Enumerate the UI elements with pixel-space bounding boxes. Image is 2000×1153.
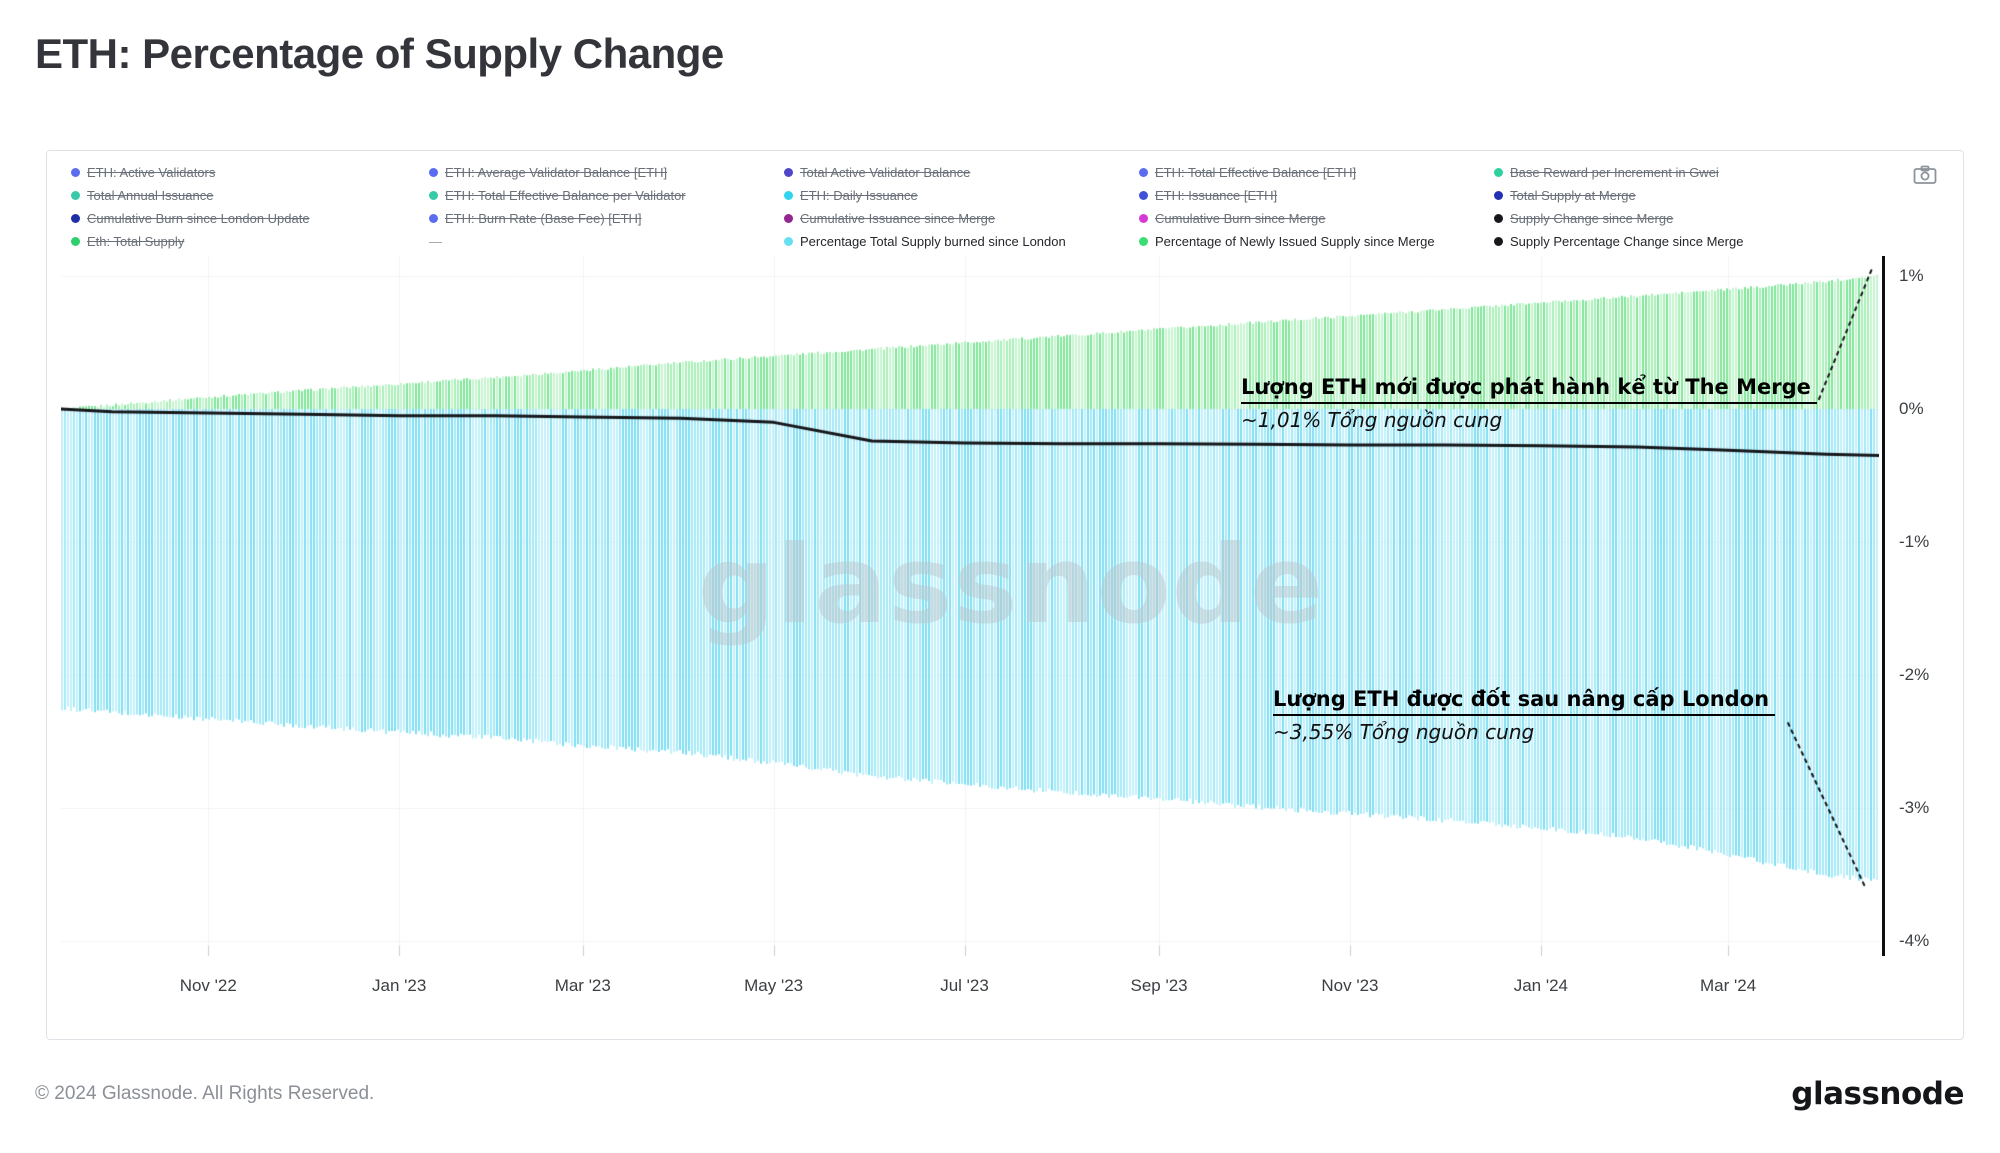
chart-canvas[interactable] [61, 256, 1879, 956]
legend-dot-icon [429, 168, 438, 177]
legend-column: ETH: Total Effective Balance [ETH] ETH: I… [1139, 161, 1494, 253]
y-axis-line [1882, 256, 1885, 956]
copyright-text: © 2024 Glassnode. All Rights Reserved. [35, 1083, 375, 1104]
y-tick-label: 0% [1899, 399, 1924, 419]
legend-dot-icon [784, 237, 793, 246]
legend-item[interactable]: Cumulative Issuance since Merge [784, 207, 1139, 230]
legend-dot-icon [1139, 168, 1148, 177]
legend-item-label: Supply Change since Merge [1510, 211, 1674, 226]
x-tick-label: Jan '24 [1513, 976, 1568, 995]
legend-item[interactable]: Cumulative Burn since Merge [1139, 207, 1494, 230]
y-tick-label: 1% [1899, 265, 1924, 285]
legend-item[interactable]: Total Active Validator Balance [784, 161, 1139, 184]
legend-item-label: Eth: Total Supply [87, 234, 185, 249]
legend-item-label: Cumulative Burn since Merge [1155, 211, 1326, 226]
legend-item[interactable]: ETH: Total Effective Balance [ETH] [1139, 161, 1494, 184]
legend-item[interactable]: Base Reward per Increment in Gwei [1494, 161, 1849, 184]
legend-item-label: Supply Percentage Change since Merge [1510, 234, 1744, 249]
annotation-title: Lượng ETH mới được phát hành kể từ The M… [1241, 375, 1817, 404]
legend-item-label: Total Annual Issuance [87, 188, 214, 203]
y-tick-label: -4% [1899, 931, 1930, 951]
legend-dot-icon [71, 168, 80, 177]
y-tick-label: -1% [1899, 532, 1930, 552]
legend-item-label: ETH: Issuance [ETH] [1155, 188, 1278, 203]
x-tick-label: Sep '23 [1130, 976, 1188, 995]
legend-item-label: ETH: Total Effective Balance [ETH] [1155, 165, 1357, 180]
legend-item[interactable]: Total Annual Issuance [71, 184, 426, 207]
legend-dot-icon [1139, 214, 1148, 223]
x-tick-label: Jan '23 [371, 976, 427, 995]
legend-item[interactable]: Supply Percentage Change since Merge [1494, 230, 1849, 253]
legend-item-label: — [429, 234, 442, 249]
annotation-title: Lượng ETH được đốt sau nâng cấp London [1273, 687, 1776, 716]
camera-snapshot-button[interactable] [1911, 165, 1939, 189]
x-tick-label: Mar '23 [554, 976, 611, 995]
legend-item-label: Total Supply at Merge [1510, 188, 1636, 203]
chart-card: ETH: Active Validators Total Annual Issua… [46, 150, 1964, 1040]
legend-dot-icon [1494, 237, 1503, 246]
legend-item[interactable]: Percentage of Newly Issued Supply since … [1139, 230, 1494, 253]
legend-item[interactable]: ETH: Daily Issuance [784, 184, 1139, 207]
legend-column: ETH: Average Validator Balance [ETH] ETH:… [429, 161, 784, 253]
legend-item-label: ETH: Daily Issuance [800, 188, 918, 203]
legend-item-label: Total Active Validator Balance [800, 165, 971, 180]
legend-dot-icon [71, 191, 80, 200]
annotation-burned: Lượng ETH được đốt sau nâng cấp London ~… [1273, 687, 1776, 744]
legend-item-label: Cumulative Issuance since Merge [800, 211, 996, 226]
legend-item-label: Percentage of Newly Issued Supply since … [1155, 234, 1435, 249]
legend-item[interactable]: Percentage Total Supply burned since Lon… [784, 230, 1139, 253]
legend-item-label: ETH: Total Effective Balance per Validat… [445, 188, 686, 203]
legend-dot-icon [784, 191, 793, 200]
legend-dot-icon [429, 214, 438, 223]
camera-icon [1913, 165, 1937, 190]
legend-item[interactable]: Total Supply at Merge [1494, 184, 1849, 207]
legend-item-empty[interactable]: — [429, 230, 784, 253]
annotation-subtitle: ~1,01% Tổng nguồn cung [1241, 408, 1503, 432]
plot-area[interactable] [61, 256, 1879, 956]
legend-item-label: Cumulative Burn since London Update [87, 211, 310, 226]
legend-item[interactable]: ETH: Average Validator Balance [ETH] [429, 161, 784, 184]
legend-item-label: ETH: Average Validator Balance [ETH] [445, 165, 668, 180]
legend-item[interactable]: ETH: Total Effective Balance per Validat… [429, 184, 784, 207]
glassnode-logo: glassnode [1791, 1076, 1964, 1112]
annotation-new-issuance: Lượng ETH mới được phát hành kể từ The M… [1241, 375, 1817, 432]
legend-item[interactable]: Cumulative Burn since London Update [71, 207, 426, 230]
legend-dot-icon [784, 168, 793, 177]
y-tick-label: -2% [1899, 665, 1930, 685]
legend-item[interactable]: ETH: Burn Rate (Base Fee) [ETH] [429, 207, 784, 230]
legend-item-label: Percentage Total Supply burned since Lon… [800, 234, 1066, 249]
legend-dot-icon [1494, 214, 1503, 223]
legend-dot-icon [71, 214, 80, 223]
legend-dot-icon [1494, 191, 1503, 200]
legend-dot-icon [71, 237, 80, 246]
legend-column: Base Reward per Increment in Gwei Total S… [1494, 161, 1849, 253]
legend-dot-icon [1139, 191, 1148, 200]
y-tick-label: -3% [1899, 798, 1930, 818]
legend-item[interactable]: ETH: Issuance [ETH] [1139, 184, 1494, 207]
page-title: ETH: Percentage of Supply Change [35, 30, 724, 77]
x-tick-label: Nov '22 [179, 976, 237, 995]
legend-item[interactable]: Supply Change since Merge [1494, 207, 1849, 230]
legend-item-label: Base Reward per Increment in Gwei [1510, 165, 1719, 180]
annotation-subtitle: ~3,55% Tổng nguồn cung [1273, 720, 1535, 744]
legend-dot-icon [429, 191, 438, 200]
x-tick-label: May '23 [744, 976, 804, 995]
x-tick-label: Mar '24 [1700, 976, 1757, 995]
legend-column: ETH: Active Validators Total Annual Issua… [71, 161, 426, 253]
legend-column: Total Active Validator Balance ETH: Daily… [784, 161, 1139, 253]
legend-item-label: ETH: Active Validators [87, 165, 216, 180]
legend-item[interactable]: Eth: Total Supply [71, 230, 426, 253]
x-tick-label: Jul '23 [940, 976, 989, 995]
legend-item[interactable]: ETH: Active Validators [71, 161, 426, 184]
x-tick-label: Nov '23 [1321, 976, 1379, 995]
legend-dot-icon [1494, 168, 1503, 177]
chart-legend: ETH: Active Validators Total Annual Issua… [47, 161, 1963, 261]
legend-dot-icon [784, 214, 793, 223]
legend-item-label: ETH: Burn Rate (Base Fee) [ETH] [445, 211, 642, 226]
legend-dot-icon [1139, 237, 1148, 246]
